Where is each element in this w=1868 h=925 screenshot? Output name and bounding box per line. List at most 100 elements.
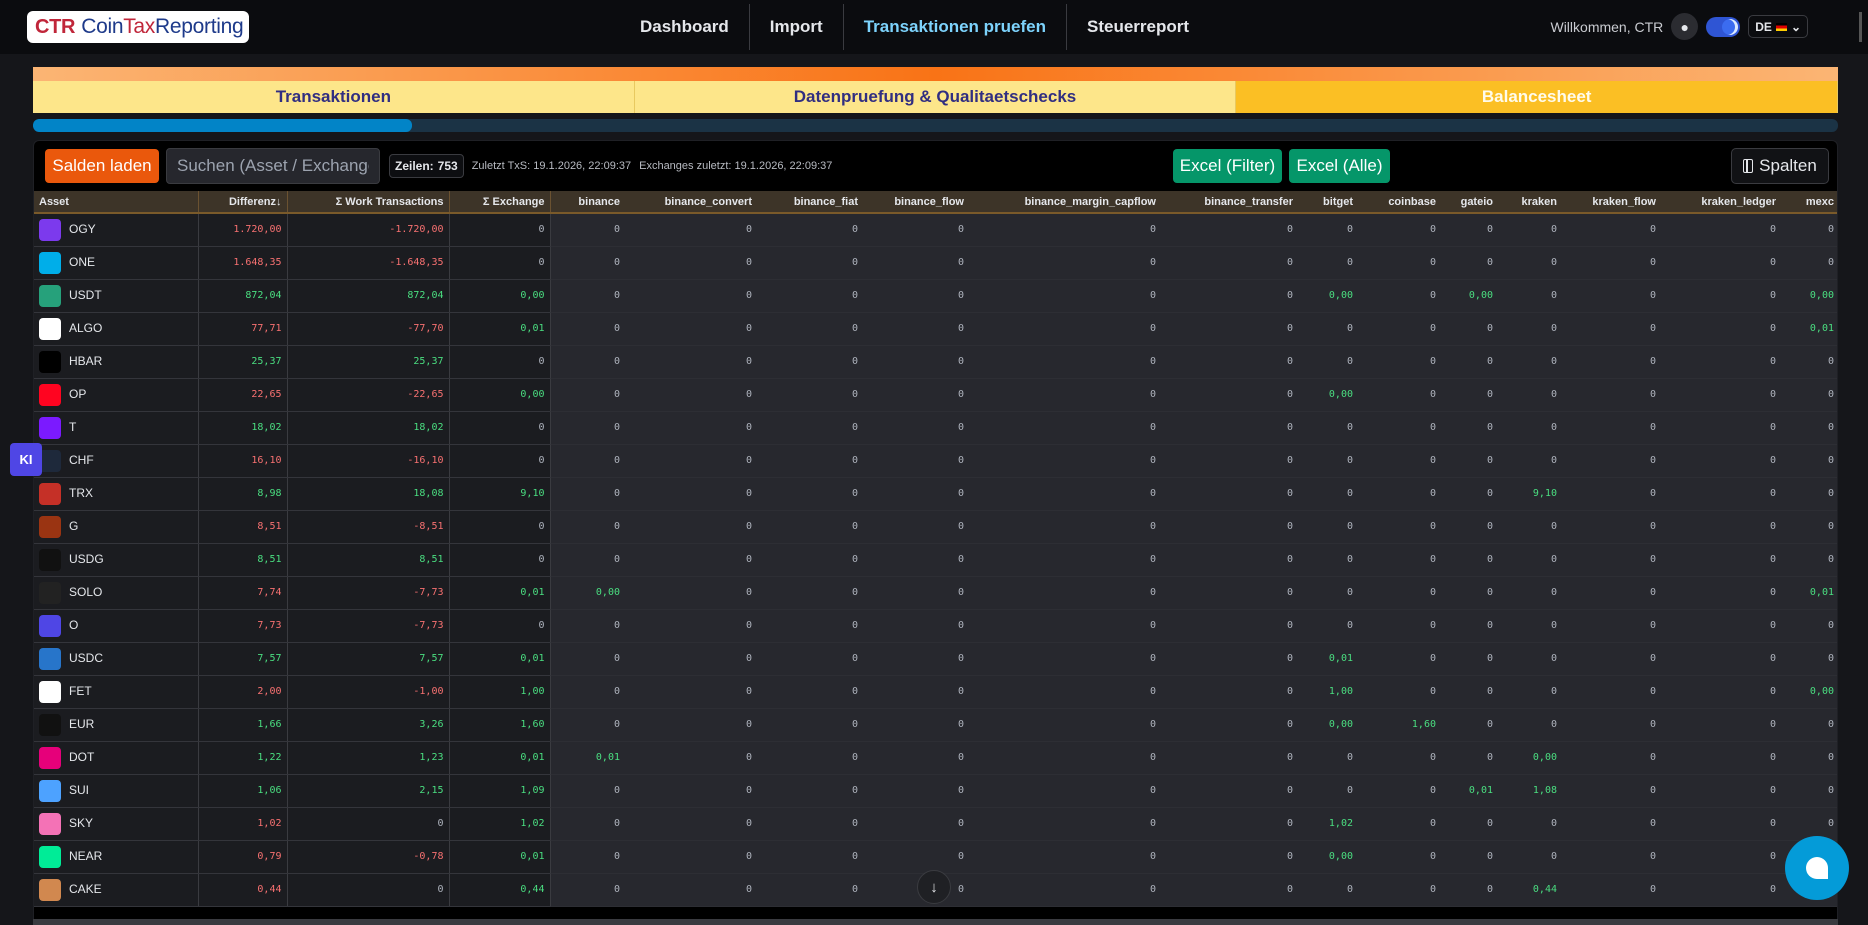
exchange-cell-binance: 0 xyxy=(550,444,625,478)
exchange-cell-coinbase: 0 xyxy=(1358,741,1441,775)
excel-filter-button[interactable]: Excel (Filter) xyxy=(1173,149,1282,183)
table-row[interactable]: O 7,73 -7,73 0 0 0 0 0 0 0 0 0 0 0 0 0 0 xyxy=(34,609,1837,643)
column-header-bitget[interactable]: bitget xyxy=(1298,191,1358,214)
exchange-cell-binance_transfer: 0 xyxy=(1161,444,1298,478)
exchange-sum-cell: 1,00 xyxy=(449,675,551,709)
table-row[interactable]: CHF 16,10 -16,10 0 0 0 0 0 0 0 0 0 0 0 0 0 0 xyxy=(34,444,1837,478)
asset-cell: ONE xyxy=(34,246,199,280)
exchange-cell-binance_fiat: 0 xyxy=(757,378,863,412)
table-row[interactable]: TRX 8,98 18,08 9,10 0 0 0 0 0 0 0 0 0 9,10 0 0 0 xyxy=(34,477,1837,511)
exchange-cell-binance_flow: 0 xyxy=(863,708,969,742)
column-header-asset[interactable]: Asset xyxy=(34,191,199,214)
column-header-binance_convert[interactable]: binance_convert xyxy=(625,191,757,214)
exchange-cell-kraken_flow: 0 xyxy=(1562,741,1661,775)
op-icon xyxy=(39,383,61,406)
column-header-differenz[interactable]: Differenz↓ xyxy=(198,191,288,214)
column-header-coinbase[interactable]: coinbase xyxy=(1358,191,1441,214)
column-header-binance_flow[interactable]: binance_flow xyxy=(863,191,969,214)
difference-cell: 0,44 xyxy=(198,873,288,907)
column-header-mexc[interactable]: mexc xyxy=(1781,191,1837,214)
excel-all-button[interactable]: Excel (Alle) xyxy=(1289,149,1390,183)
difference-cell: 2,00 xyxy=(198,675,288,709)
column-header-kraken_flow[interactable]: kraken_flow xyxy=(1562,191,1661,214)
chat-button[interactable] xyxy=(1785,836,1849,900)
column-header-kraken[interactable]: kraken xyxy=(1498,191,1562,214)
language-select[interactable]: DE ⌄ xyxy=(1748,15,1808,38)
exchange-cell-binance_margin_capflow: 0 xyxy=(969,411,1161,445)
exchange-sum-cell: 1,02 xyxy=(449,807,551,841)
step-tabs: Transaktionen Datenpruefung & Qualitaets… xyxy=(33,81,1839,113)
table-row[interactable]: SUI 1,06 2,15 1,09 0 0 0 0 0 0 0 0 0,01 1,08 0 0 0 xyxy=(34,774,1837,808)
exchange-cell-binance_convert: 0 xyxy=(625,576,757,610)
exchange-cell-kraken_ledger: 0 xyxy=(1661,312,1781,346)
column-header-binance_margin_capflow[interactable]: binance_margin_capflow xyxy=(969,191,1161,214)
column-header-work-transactions[interactable]: Σ Work Transactions xyxy=(287,191,450,214)
exchange-cell-kraken: 0 xyxy=(1498,345,1562,379)
exchange-cell-binance_flow: 0 xyxy=(863,807,969,841)
nav-dashboard[interactable]: Dashboard xyxy=(620,4,750,50)
table-row[interactable]: SOLO 7,74 -7,73 0,01 0,00 0 0 0 0 0 0 0 0 0 0 0 0,01 xyxy=(34,576,1837,610)
tab-balancesheet[interactable]: Balancesheet xyxy=(1236,81,1839,113)
column-header-binance_fiat[interactable]: binance_fiat xyxy=(757,191,863,214)
exchange-cell-kraken: 0 xyxy=(1498,213,1562,247)
table-row[interactable]: T 18,02 18,02 0 0 0 0 0 0 0 0 0 0 0 0 0 0 xyxy=(34,411,1837,445)
table-row[interactable]: ALGO 77,71 -77,70 0,01 0 0 0 0 0 0 0 0 0 0 0 0 0,01 xyxy=(34,312,1837,346)
horizontal-scrollbar[interactable] xyxy=(33,919,1838,925)
table-row[interactable]: OP 22,65 -22,65 0,00 0 0 0 0 0 0 0,00 0 0 0 0 0 0 xyxy=(34,378,1837,412)
exchange-cell-mexc: 0 xyxy=(1781,774,1837,808)
table-row[interactable]: G 8,51 -8,51 0 0 0 0 0 0 0 0 0 0 0 0 0 0 xyxy=(34,510,1837,544)
theme-toggle[interactable] xyxy=(1706,16,1741,37)
table-row[interactable]: ONE 1.648,35 -1.648,35 0 0 0 0 0 0 0 0 0 0 0 0 0 0 xyxy=(34,246,1837,280)
logo-mark: CTR xyxy=(35,15,76,38)
difference-cell: 7,74 xyxy=(198,576,288,610)
table-row[interactable]: EUR 1,66 3,26 1,60 0 0 0 0 0 0 0,00 1,60 0 0 0 0 0 xyxy=(34,708,1837,742)
nav-transaktionen-pruefen[interactable]: Transaktionen pruefen xyxy=(844,4,1068,50)
asset-cell: SKY xyxy=(34,807,199,841)
exchange-cell-binance_flow: 0 xyxy=(863,576,969,610)
asset-cell: USDT xyxy=(34,279,199,313)
table-row[interactable]: HBAR 25,37 25,37 0 0 0 0 0 0 0 0 0 0 0 0 0 0 xyxy=(34,345,1837,379)
exchange-cell-binance_transfer: 0 xyxy=(1161,213,1298,247)
exchange-cell-mexc: 0 xyxy=(1781,609,1837,643)
logo[interactable]: CTR CoinTaxReporting xyxy=(27,11,249,43)
nav-steuerreport[interactable]: Steuerreport xyxy=(1087,17,1190,36)
ki-assistant-button[interactable]: KI xyxy=(10,443,42,476)
progress-bar xyxy=(33,119,1838,132)
table-row[interactable]: USDG 8,51 8,51 0 0 0 0 0 0 0 0 0 0 0 0 0 0 xyxy=(34,543,1837,577)
exchange-cell-binance_margin_capflow: 0 xyxy=(969,873,1161,907)
user-avatar-icon[interactable]: ● xyxy=(1671,13,1699,40)
table-row[interactable]: USDC 7,57 7,57 0,01 0 0 0 0 0 0 0,01 0 0 0 0 0 0 xyxy=(34,642,1837,676)
exchange-cell-binance: 0 xyxy=(550,642,625,676)
exchange-cell-kraken_ledger: 0 xyxy=(1661,609,1781,643)
exchange-cell-mexc: 0 xyxy=(1781,378,1837,412)
column-header-gateio[interactable]: gateio xyxy=(1441,191,1498,214)
tab-datenpruefung[interactable]: Datenpruefung & Qualitaetschecks xyxy=(634,81,1237,113)
nav-import[interactable]: Import xyxy=(750,4,844,50)
tab-transaktionen[interactable]: Transaktionen xyxy=(33,81,635,113)
load-balances-button[interactable]: Salden laden xyxy=(45,149,159,183)
column-header-binance_transfer[interactable]: binance_transfer xyxy=(1161,191,1298,214)
search-input[interactable] xyxy=(166,148,380,184)
exchange-cell-gateio: 0 xyxy=(1441,576,1498,610)
column-header-exchange[interactable]: Σ Exchange xyxy=(449,191,551,214)
asset-name: CAKE xyxy=(69,881,102,896)
exchange-cell-binance: 0 xyxy=(550,246,625,280)
table-row[interactable]: SKY 1,02 0 1,02 0 0 0 0 0 0 1,02 0 0 0 0 0 0 xyxy=(34,807,1837,841)
table-row[interactable]: USDT 872,04 872,04 0,00 0 0 0 0 0 0 0,00 0 0,00 0 0 0 0,… xyxy=(34,279,1837,313)
column-header-binance[interactable]: binance xyxy=(550,191,625,214)
fet-icon xyxy=(39,680,61,703)
exchange-cell-binance_fiat: 0 xyxy=(757,279,863,313)
columns-button[interactable]: Spalten xyxy=(1731,148,1829,184)
table-row[interactable]: FET 2,00 -1,00 1,00 0 0 0 0 0 0 1,00 0 0 0 0 0 0,00 xyxy=(34,675,1837,709)
scroll-down-button[interactable]: ↓ xyxy=(917,870,951,904)
language-value: DE xyxy=(1755,19,1772,34)
work-transactions-cell: 3,26 xyxy=(287,708,450,742)
exchange-cell-binance: 0 xyxy=(550,378,625,412)
column-header-kraken_ledger[interactable]: kraken_ledger xyxy=(1661,191,1781,214)
table-row[interactable]: DOT 1,22 1,23 0,01 0,01 0 0 0 0 0 0 0 0 0,00 0 0 0 xyxy=(34,741,1837,775)
exchange-sum-cell: 0,44 xyxy=(449,873,551,907)
table-row[interactable]: OGY 1.720,00 -1.720,00 0 0 0 0 0 0 0 0 0 0 0 0 0 0 xyxy=(34,213,1837,247)
exchange-cell-binance_flow: 0 xyxy=(863,411,969,445)
difference-cell: 22,65 xyxy=(198,378,288,412)
